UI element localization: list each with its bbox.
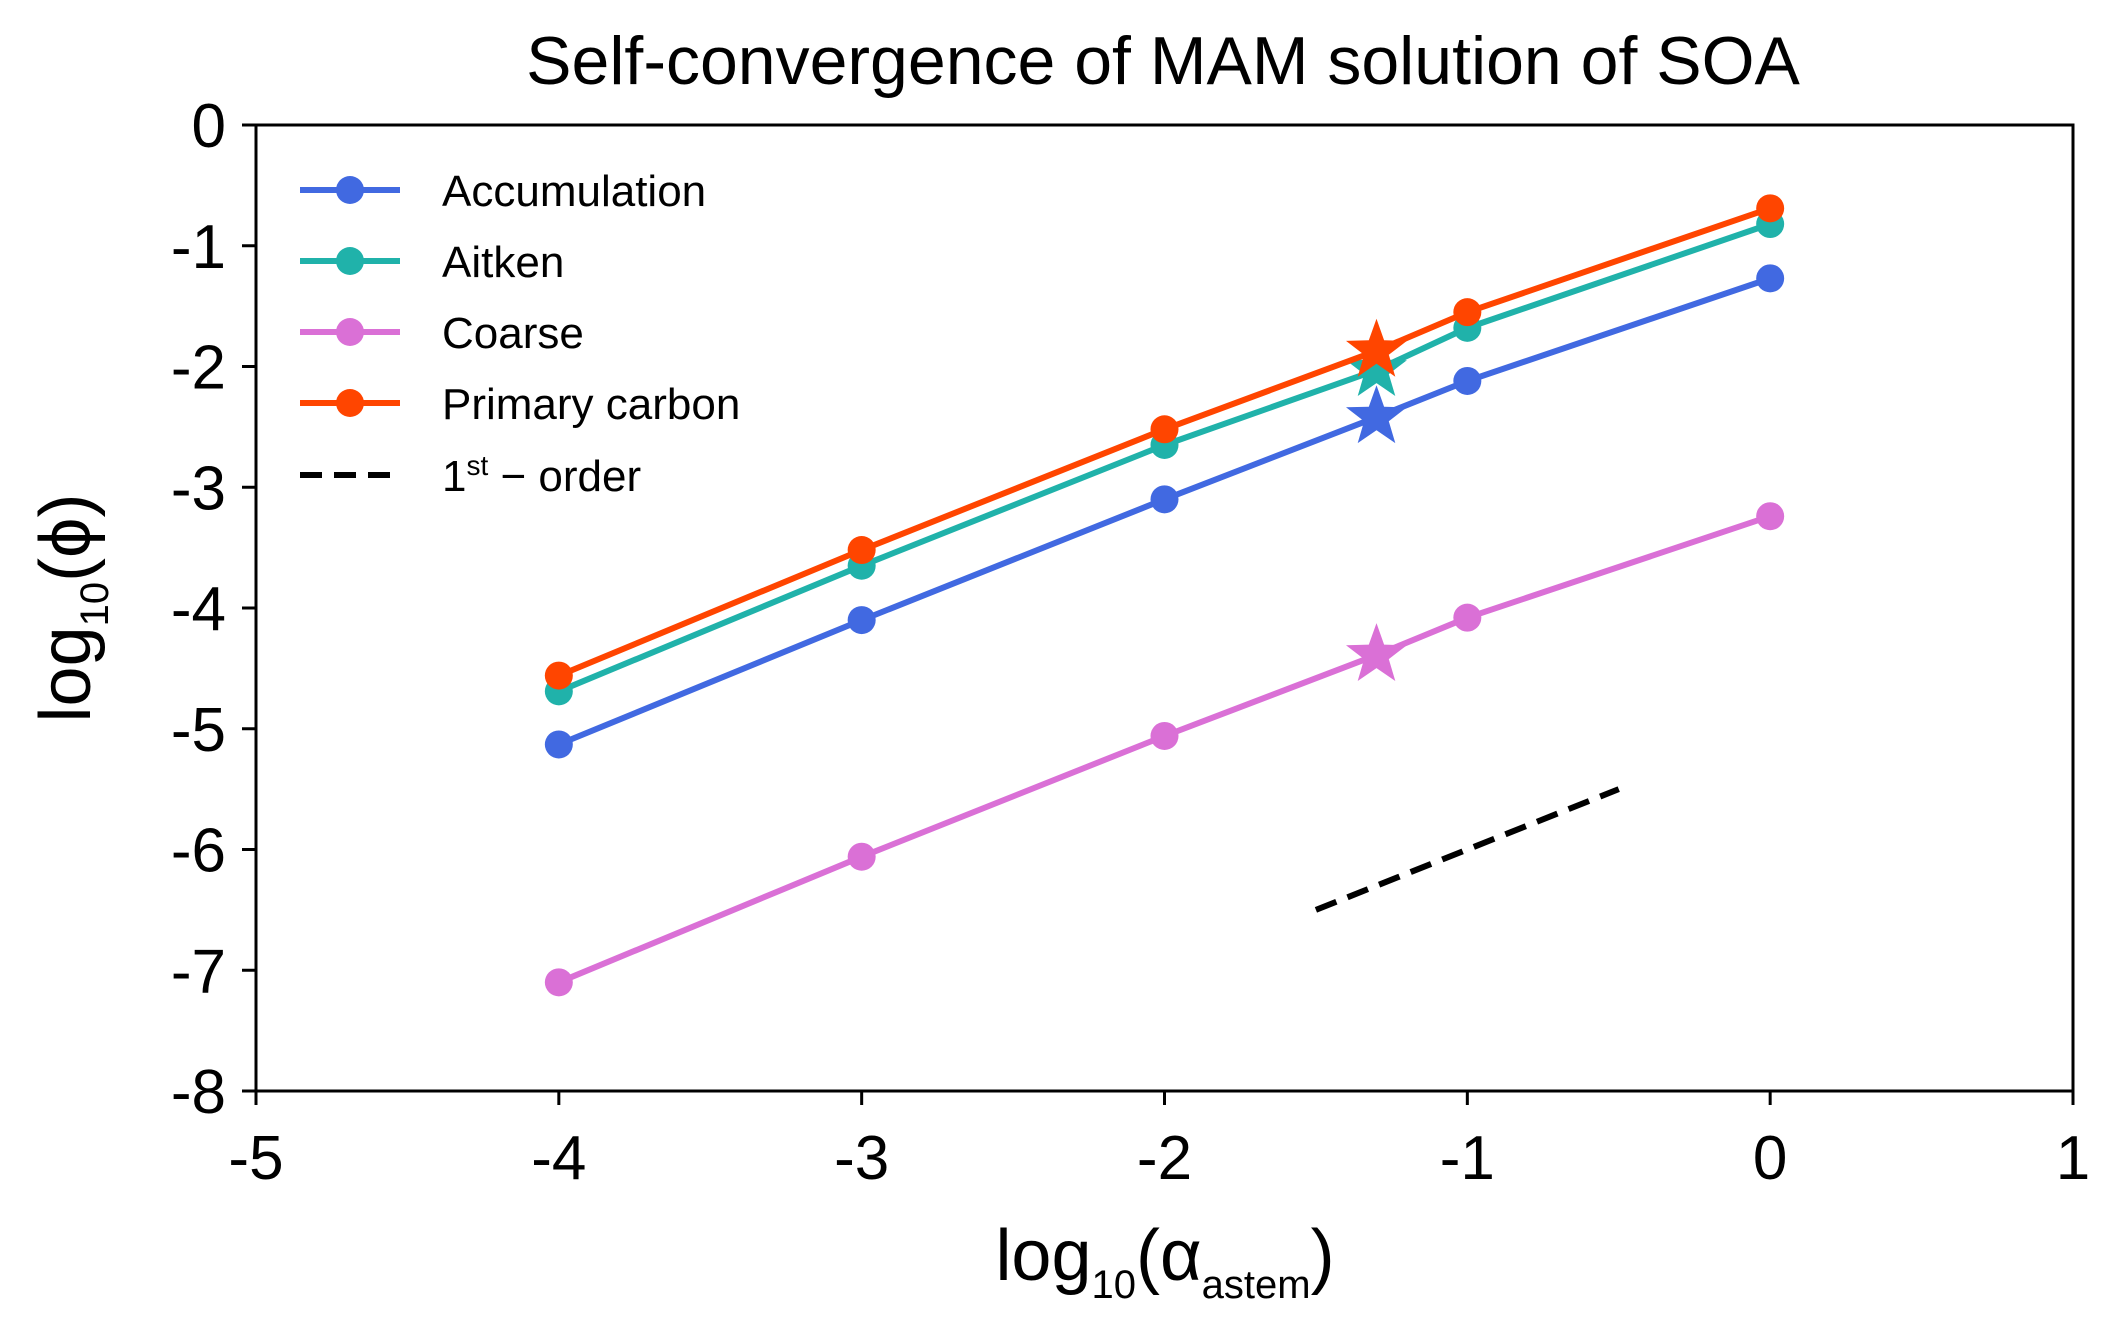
legend-entry-accumulation: Accumulation	[300, 167, 706, 216]
series-line-coarse	[557, 513, 1772, 986]
legend-label: Aitken	[442, 238, 564, 287]
legend-label: Primary carbon	[442, 380, 740, 429]
y-tick-label: -5	[171, 696, 226, 765]
legend-swatch-marker	[336, 176, 364, 204]
data-point	[1150, 485, 1179, 514]
y-tick-label: -1	[171, 213, 226, 282]
data-point	[847, 606, 876, 635]
legend-entry-coarse: Coarse	[300, 309, 584, 358]
x-tick-label: -2	[1137, 1124, 1192, 1193]
series-coarse	[544, 502, 1785, 997]
x-axis-label: log10(αastem)	[995, 1216, 1334, 1307]
axis-ticks: -5 -4 -3 -2 -1 0 1 0 -1 -2 -3 -4 -5 -6 -7 -8	[171, 92, 2090, 1193]
legend-label-reference: 1st − order	[442, 450, 641, 501]
legend-entry-aitken: Aitken	[300, 238, 564, 287]
y-tick-label: -4	[171, 575, 226, 644]
data-point	[1453, 298, 1482, 327]
data-point-star	[1346, 623, 1407, 681]
x-tick-label: -5	[228, 1124, 283, 1193]
x-tick-label: 1	[2056, 1124, 2090, 1193]
data-point	[1150, 721, 1179, 750]
plot-area	[544, 194, 1785, 997]
data-point	[847, 536, 876, 565]
y-tick-label: -7	[171, 937, 226, 1006]
series-line-primary-carbon	[557, 205, 1772, 679]
data-point-star	[1346, 385, 1407, 444]
legend-label: Accumulation	[442, 167, 706, 216]
data-point-star	[1346, 338, 1407, 396]
y-tick-label: -3	[171, 454, 226, 523]
series-line-aitken	[557, 221, 1772, 695]
data-point	[847, 842, 876, 871]
data-point	[544, 661, 573, 690]
series-line-accumulation	[557, 275, 1772, 748]
y-tick-label: 0	[192, 92, 226, 161]
data-point-star	[1346, 318, 1407, 377]
chart-title: Self-convergence of MAM solution of SOA	[526, 23, 1800, 99]
legend-entry-reference: 1st − order	[300, 450, 641, 501]
y-tick-label: -8	[171, 1058, 226, 1127]
legend-swatch-marker	[336, 318, 364, 346]
legend-swatch-marker	[336, 247, 364, 275]
data-point	[1150, 415, 1179, 444]
data-point	[1453, 603, 1482, 632]
reference-line-first-order	[1314, 786, 1620, 913]
data-point	[1756, 264, 1785, 293]
data-point	[1453, 366, 1482, 395]
series-aitken	[544, 210, 1785, 706]
y-axis-label: log10(ϕ)	[26, 494, 117, 723]
data-point	[1756, 502, 1785, 531]
x-tick-label: -4	[531, 1124, 586, 1193]
legend: Accumulation Aitken Coarse Primary carbon 1…	[300, 167, 740, 501]
legend-swatch-marker	[336, 389, 364, 417]
y-tick-label: -2	[171, 334, 226, 403]
data-point	[1756, 194, 1785, 223]
data-point	[544, 968, 573, 997]
x-tick-label: -1	[1440, 1124, 1495, 1193]
series-primary-carbon	[544, 194, 1785, 690]
x-tick-label: -3	[834, 1124, 889, 1193]
legend-label: Coarse	[442, 309, 584, 358]
legend-entry-primary-carbon: Primary carbon	[300, 380, 740, 429]
data-point	[544, 730, 573, 759]
x-tick-label: 0	[1753, 1124, 1787, 1193]
series-accumulation	[544, 264, 1785, 759]
y-tick-label: -6	[171, 817, 226, 886]
